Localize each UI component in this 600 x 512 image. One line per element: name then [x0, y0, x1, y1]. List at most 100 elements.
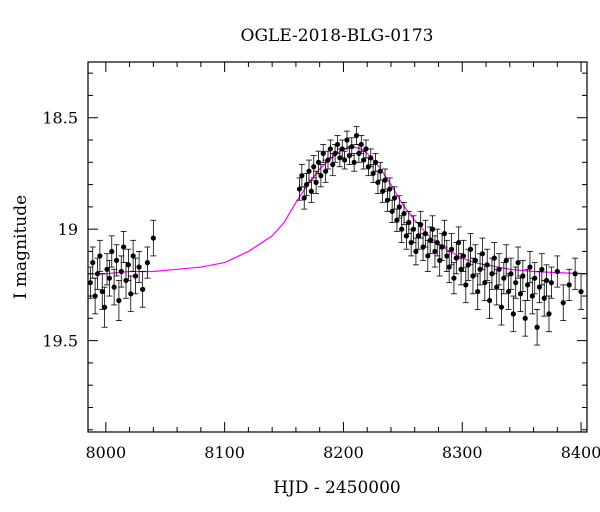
data-marker [539, 266, 545, 272]
data-marker [401, 210, 407, 217]
data-point [329, 152, 336, 177]
data-marker [111, 284, 117, 290]
data-marker [92, 293, 98, 299]
data-marker [391, 195, 398, 201]
data-point [441, 219, 448, 248]
data-point [422, 219, 429, 248]
data-marker [513, 280, 519, 286]
data-marker [144, 260, 151, 266]
data-point [303, 173, 310, 197]
data-point [386, 177, 393, 201]
data-marker [479, 251, 486, 257]
data-point [150, 219, 157, 257]
data-point [334, 135, 341, 154]
x-tick-label: 8200 [323, 443, 364, 462]
data-marker [308, 188, 314, 194]
data-point [572, 257, 579, 290]
data-point [127, 275, 134, 313]
data-marker [491, 255, 497, 261]
data-marker [456, 239, 462, 246]
data-point [313, 170, 320, 194]
data-point [367, 148, 374, 168]
data-marker [375, 179, 381, 185]
data-point [512, 266, 519, 299]
data-point [560, 284, 567, 321]
data-marker [125, 262, 131, 268]
data-marker [463, 282, 469, 288]
data-marker [529, 293, 535, 299]
data-point [301, 186, 308, 210]
data-point [498, 288, 505, 326]
data-point [517, 275, 524, 313]
data-marker [494, 284, 500, 290]
data-marker [104, 266, 110, 272]
data-marker [325, 157, 331, 163]
data-marker [306, 168, 312, 174]
data-point [412, 237, 419, 266]
data-marker [560, 300, 566, 306]
data-point [507, 257, 514, 290]
data-marker [501, 275, 507, 281]
data-point [89, 246, 96, 279]
data-point [113, 244, 120, 277]
data-point [382, 168, 389, 192]
data-marker [515, 260, 521, 266]
data-marker [342, 157, 348, 163]
data-point [479, 237, 486, 270]
data-marker [301, 195, 307, 201]
data-marker [572, 271, 578, 277]
data-point [526, 251, 533, 284]
data-marker [427, 237, 433, 243]
data-marker [97, 253, 103, 259]
data-marker [349, 144, 355, 150]
data-marker [344, 137, 350, 143]
data-marker [318, 173, 324, 179]
data-marker [451, 275, 457, 281]
data-marker [368, 155, 374, 161]
data-marker [372, 159, 379, 165]
data-marker [396, 204, 402, 210]
data-marker [432, 248, 438, 255]
data-marker [327, 146, 333, 152]
data-point [536, 271, 543, 304]
y-tick-label: 19 [58, 220, 78, 239]
data-point [111, 268, 118, 306]
data-marker [353, 132, 360, 139]
data-marker [548, 280, 554, 286]
data-marker [415, 233, 421, 239]
x-tick-label: 8400 [561, 443, 600, 462]
data-marker [429, 226, 436, 232]
data-point [503, 244, 510, 277]
data-marker [444, 253, 450, 259]
data-marker [136, 264, 142, 270]
data-point [446, 251, 453, 284]
data-point [519, 259, 526, 292]
data-point [374, 170, 381, 194]
data-point [405, 210, 412, 235]
x-tick-label: 8000 [85, 443, 126, 462]
data-marker [472, 257, 478, 263]
data-marker [422, 231, 429, 237]
data-point [351, 152, 358, 172]
data-marker [140, 286, 146, 292]
data-point [136, 251, 143, 284]
data-point [450, 262, 457, 295]
data-point [545, 295, 552, 333]
data-point [320, 144, 327, 163]
data-marker [524, 282, 531, 288]
data-point [515, 246, 522, 279]
data-marker [361, 157, 367, 163]
data-marker [334, 141, 341, 148]
data-point [132, 257, 139, 295]
data-point [139, 271, 146, 308]
data-point [317, 164, 324, 188]
data-point [94, 257, 101, 290]
data-marker [121, 244, 127, 250]
data-marker [520, 273, 526, 279]
data-point [500, 262, 507, 295]
data-point [522, 300, 529, 337]
data-marker [313, 179, 319, 185]
data-marker [505, 288, 512, 295]
x-tick-label: 8300 [442, 443, 483, 462]
